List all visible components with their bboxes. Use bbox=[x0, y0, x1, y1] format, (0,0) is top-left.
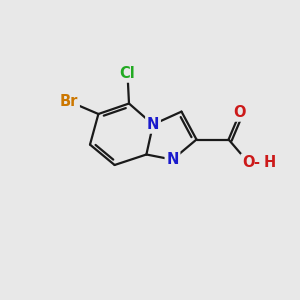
Text: N: N bbox=[166, 152, 179, 167]
Text: Br: Br bbox=[60, 94, 78, 109]
Text: -: - bbox=[253, 155, 259, 170]
Text: H: H bbox=[264, 155, 276, 170]
Text: Cl: Cl bbox=[120, 66, 135, 81]
Text: O: O bbox=[234, 105, 246, 120]
Text: N: N bbox=[147, 117, 159, 132]
Text: O: O bbox=[242, 155, 255, 170]
